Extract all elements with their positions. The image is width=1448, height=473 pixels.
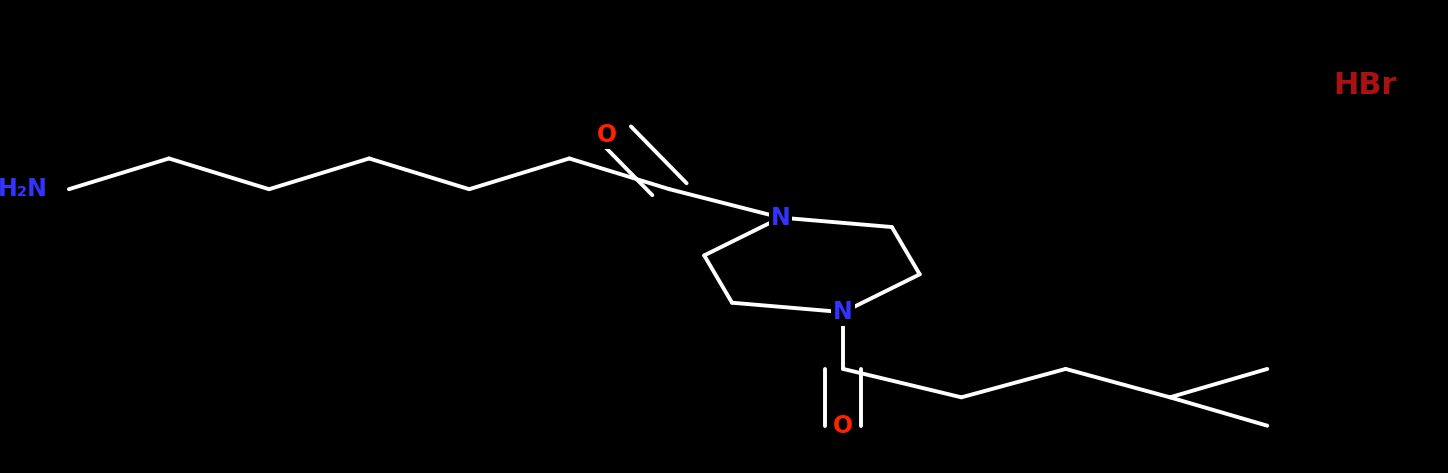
Text: N: N	[770, 206, 791, 229]
Text: H₂N: H₂N	[0, 177, 48, 201]
Text: N: N	[834, 300, 853, 324]
Text: O: O	[597, 123, 617, 147]
Text: HBr: HBr	[1332, 70, 1396, 100]
Text: O: O	[833, 414, 853, 438]
